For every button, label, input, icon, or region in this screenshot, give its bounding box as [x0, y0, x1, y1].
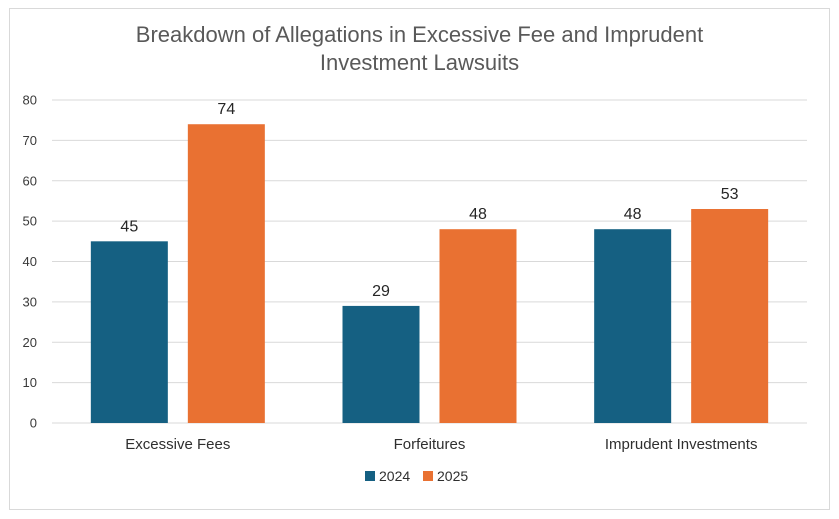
x-tick-label-excessive-fees: Excessive Fees — [125, 436, 230, 453]
y-tick-label-40: 40 — [23, 254, 37, 269]
data-label-2024-imprudent-investments: 48 — [624, 206, 642, 223]
y-tick-label-50: 50 — [23, 214, 37, 229]
y-tick-label-20: 20 — [23, 335, 37, 350]
data-label-2024-excessive-fees: 45 — [120, 218, 138, 235]
legend-label-2024: 2024 — [379, 468, 410, 484]
bar-2024-excessive-fees — [90, 241, 168, 423]
x-tick-label-forfeitures: Forfeitures — [394, 436, 466, 453]
chart-title-line-1: Breakdown of Allegations in Excessive Fe… — [135, 22, 704, 47]
data-label-2025-forfeitures: 48 — [469, 206, 487, 223]
data-label-2025-imprudent-investments: 53 — [721, 186, 739, 203]
data-label-2024-forfeitures: 29 — [372, 283, 390, 300]
bar-2024-imprudent-investments — [594, 229, 672, 423]
y-tick-label-30: 30 — [23, 294, 37, 309]
legend-swatch-2024 — [365, 471, 375, 481]
y-tick-label-70: 70 — [23, 133, 37, 148]
x-tick-label-imprudent-investments: Imprudent Investments — [605, 436, 758, 453]
chart-title: Breakdown of Allegations in Excessive Fe… — [10, 21, 829, 77]
bar-2025-imprudent-investments — [691, 209, 769, 423]
y-tick-label-60: 60 — [23, 173, 37, 188]
y-tick-label-0: 0 — [30, 416, 37, 431]
chart-title-line-2: Investment Lawsuits — [319, 50, 520, 75]
bar-2025-forfeitures — [439, 229, 517, 423]
y-tick-label-80: 80 — [23, 93, 37, 108]
bar-2024-forfeitures — [342, 305, 420, 423]
legend-label-2025: 2025 — [437, 468, 468, 484]
bar-2025-excessive-fees — [187, 124, 265, 423]
y-tick-label-10: 10 — [23, 375, 37, 390]
data-label-2025-excessive-fees: 74 — [217, 101, 235, 118]
legend-swatch-2025 — [423, 471, 433, 481]
